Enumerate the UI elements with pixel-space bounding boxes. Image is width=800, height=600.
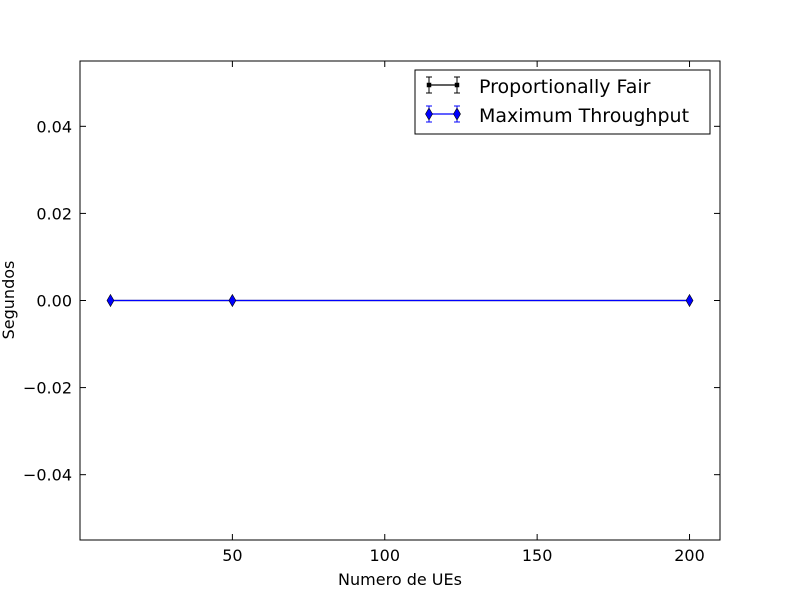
legend-marker-proportionally-fair [454,82,460,88]
x-tick-labels: 50 100 150 200 [222,546,705,565]
legend-marker-maximum-throughput [453,107,461,121]
legend-label-maximum-throughput: Maximum Throughput [479,105,689,127]
plot-frame [79,60,721,541]
data-point-maximum-throughput [685,293,694,308]
x-tick-label: 150 [522,546,553,565]
x-axis-label: Numero de UEs [338,570,462,589]
y-axis-label: Segundos [0,261,18,340]
data-point-maximum-throughput [106,293,115,308]
y-tick-label: 0.00 [36,292,72,311]
y-tick-labels: 0.04 0.02 0.00 −0.02 −0.04 [23,117,72,484]
ticks [80,61,720,540]
x-tick-label: 50 [222,546,242,565]
legend-label-proportionally-fair: Proportionally Fair [479,76,651,98]
legend-marker-proportionally-fair [426,82,432,88]
y-tick-label: −0.02 [23,379,72,398]
x-tick-label: 100 [369,546,400,565]
legend: Proportionally Fair Maximum Throughput [414,69,711,135]
data-point-maximum-throughput [228,293,237,308]
y-tick-label: 0.02 [36,204,72,223]
y-tick-label: −0.04 [23,466,72,485]
legend-box [414,69,711,135]
series-layer [106,293,694,308]
x-tick-label: 200 [674,546,705,565]
legend-marker-maximum-throughput [425,107,433,121]
y-tick-label: 0.04 [36,117,72,136]
